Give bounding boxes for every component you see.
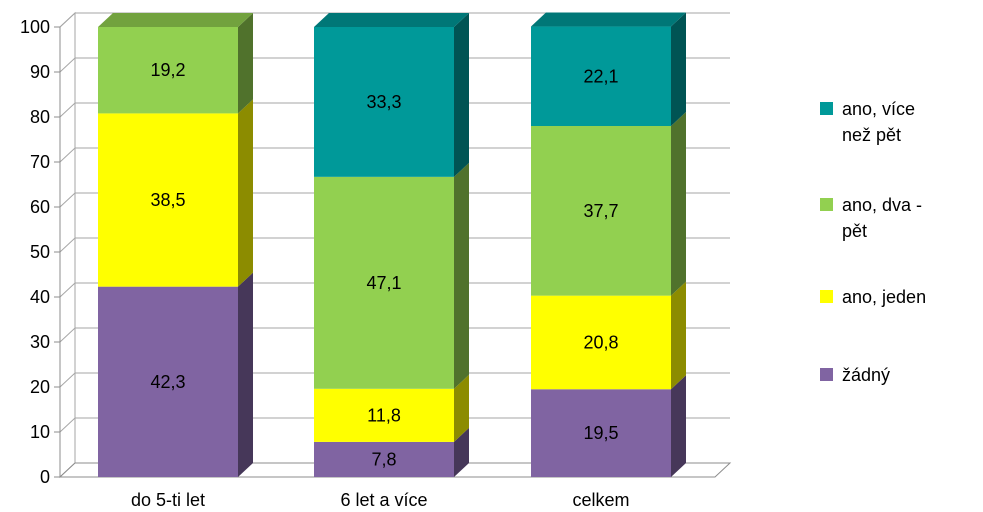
legend-label: než pět — [842, 125, 902, 145]
bar-segment — [531, 295, 671, 390]
legend-label: pět — [842, 221, 868, 241]
legend-item-more-than-five: ano, více než pět — [820, 96, 980, 148]
bar-segment — [531, 389, 671, 477]
y-tick-label: 100 — [20, 17, 50, 37]
y-tick-label: 0 — [40, 467, 50, 487]
y-tick-label: 10 — [30, 422, 50, 442]
data-label: 33,3 — [366, 92, 401, 112]
legend-label: žádný — [842, 365, 891, 385]
legend-swatch — [820, 368, 833, 381]
bar-segment — [314, 176, 454, 389]
bar-segment — [314, 388, 454, 442]
bar-segment-top — [314, 13, 469, 27]
data-label: 47,1 — [366, 273, 401, 293]
y-tick-label: 40 — [30, 287, 50, 307]
data-label: 20,8 — [583, 332, 618, 352]
bar-segment-side — [671, 375, 686, 477]
bar-segment-top — [531, 12, 686, 27]
y-axis: 0 10 20 30 40 50 60 70 80 90 100 — [20, 17, 61, 487]
legend-swatch — [820, 102, 833, 115]
bar-segment-side — [238, 13, 253, 114]
y-tick-label: 20 — [30, 377, 50, 397]
bar-segment-side — [454, 374, 469, 442]
bars: 42,3 38,5 19,2 7,8 11,8 47,1 33,3 19,5 20,8 37,7 2… — [98, 12, 686, 477]
bar-segment — [531, 126, 671, 296]
legend-label: ano, jeden — [842, 287, 927, 307]
data-label: 38,5 — [150, 190, 185, 210]
data-label: 11,8 — [367, 405, 401, 425]
bar-segment — [314, 27, 454, 177]
bar-segment-side — [454, 162, 469, 389]
legend-swatch — [820, 198, 833, 211]
y-tick-label: 60 — [30, 197, 50, 217]
bar-segment — [314, 441, 454, 477]
bar-segment-side — [238, 99, 253, 287]
bar-segment — [98, 27, 238, 114]
y-tick-label: 90 — [30, 62, 50, 82]
bar-segment-top — [98, 13, 253, 27]
bar-segment-side — [671, 281, 686, 390]
bar-segment — [531, 26, 671, 126]
y-tick-label: 50 — [30, 242, 50, 262]
bar-segment-side — [454, 427, 469, 477]
data-label: 37,7 — [583, 201, 618, 221]
legend: ano, více než pět ano, dva - pět ano, je… — [820, 96, 980, 388]
legend-item-none: žádný — [820, 362, 980, 388]
bar-segment-side — [671, 12, 686, 126]
bar-segment — [98, 286, 238, 477]
data-label: 19,5 — [583, 423, 618, 443]
bar-segment-side — [671, 112, 686, 296]
legend-label: ano, více — [842, 99, 916, 119]
legend-label: ano, dva - — [842, 195, 923, 215]
legend-item-one: ano, jeden — [820, 284, 980, 310]
x-axis: do 5-ti let 6 let a více celkem — [131, 490, 630, 510]
bar-segment-side — [238, 272, 253, 477]
data-label: 22,1 — [583, 66, 618, 86]
x-tick-label: 6 let a více — [340, 490, 427, 510]
x-tick-label: celkem — [572, 490, 629, 510]
legend-item-two-to-five: ano, dva - pět — [820, 192, 980, 244]
legend-swatch — [820, 290, 833, 303]
y-tick-label: 80 — [30, 107, 50, 127]
bar-segment — [98, 113, 238, 287]
data-label: 42,3 — [150, 372, 185, 392]
bar-segment-side — [454, 13, 469, 177]
data-label: 7,8 — [371, 449, 396, 469]
data-label: 19,2 — [150, 60, 185, 80]
x-tick-label: do 5-ti let — [131, 490, 205, 510]
y-tick-label: 70 — [30, 152, 50, 172]
y-tick-label: 30 — [30, 332, 50, 352]
